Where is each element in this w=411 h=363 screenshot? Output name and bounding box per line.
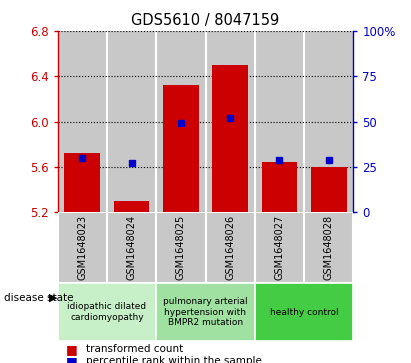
Bar [262, 163, 297, 212]
Text: GSM1648025: GSM1648025 [176, 215, 186, 281]
Text: GSM1648028: GSM1648028 [324, 215, 334, 280]
Bar [156, 283, 255, 341]
Bar [58, 283, 156, 341]
Bar [107, 212, 156, 283]
Bar [304, 212, 353, 283]
Text: GSM1648024: GSM1648024 [127, 215, 136, 280]
Bar [304, 31, 353, 212]
Bar [206, 31, 255, 212]
Text: pulmonary arterial
hypertension with
BMPR2 mutation: pulmonary arterial hypertension with BMP… [163, 297, 248, 327]
Text: idiopathic dilated
cardiomyopathy: idiopathic dilated cardiomyopathy [67, 302, 146, 322]
Bar [114, 201, 149, 212]
Bar [255, 31, 304, 212]
Text: ▶: ▶ [49, 293, 58, 303]
Text: percentile rank within the sample: percentile rank within the sample [86, 356, 262, 363]
Bar [255, 283, 353, 341]
Bar [65, 154, 100, 212]
Text: healthy control: healthy control [270, 308, 338, 317]
Text: transformed count: transformed count [86, 344, 184, 354]
Bar [156, 31, 206, 212]
Bar [255, 212, 304, 283]
Bar [212, 65, 248, 212]
Bar [156, 212, 206, 283]
Bar [58, 212, 107, 283]
Text: disease state: disease state [4, 293, 74, 303]
Bar [163, 85, 199, 212]
Text: GSM1648027: GSM1648027 [275, 215, 284, 281]
Bar [206, 212, 255, 283]
Bar [107, 31, 156, 212]
Text: GSM1648023: GSM1648023 [77, 215, 87, 280]
Text: ■: ■ [66, 343, 78, 356]
Text: GSM1648026: GSM1648026 [225, 215, 235, 280]
Title: GDS5610 / 8047159: GDS5610 / 8047159 [132, 13, 279, 28]
Bar [311, 167, 346, 212]
Text: ■: ■ [66, 355, 78, 363]
Bar [58, 31, 107, 212]
